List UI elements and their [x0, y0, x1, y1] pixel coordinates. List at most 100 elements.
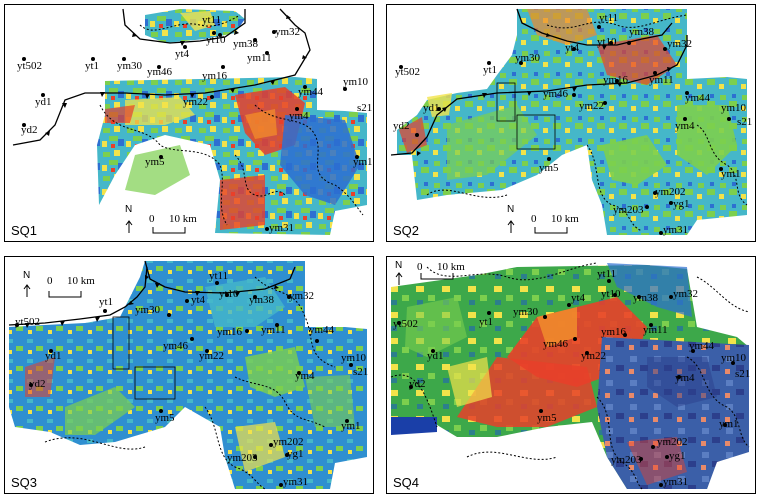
well-label-ym1: ym1	[721, 168, 741, 180]
well-label-ym44: ym44	[685, 92, 711, 104]
well-marker	[691, 349, 695, 353]
well-marker	[355, 155, 359, 159]
well-label-yt4: yt4	[571, 292, 586, 304]
well-label-yt10: yt10	[206, 34, 226, 46]
well-marker	[272, 30, 276, 34]
well-label-ym31: ym31	[283, 476, 309, 488]
well-label-yt10: yt10	[597, 36, 617, 48]
well-marker	[159, 409, 163, 413]
well-label-yt10: yt10	[601, 288, 621, 300]
well-marker	[431, 349, 435, 353]
well-marker	[653, 71, 657, 75]
well-label-ym38: ym38	[633, 292, 659, 304]
well-label-ym16: ym16	[603, 74, 629, 86]
well-marker	[623, 333, 627, 337]
well-marker	[275, 323, 279, 327]
well-marker	[547, 157, 551, 161]
well-marker	[245, 329, 249, 333]
well-marker	[103, 309, 107, 313]
well-label-yd2: yd2	[409, 378, 426, 390]
well-label-ym44: ym44	[298, 86, 324, 98]
well-marker	[539, 409, 543, 413]
well-label-yd2: yd2	[21, 124, 38, 136]
well-marker	[659, 483, 663, 487]
well-marker	[185, 299, 189, 303]
well-marker	[543, 315, 547, 319]
well-marker	[437, 107, 441, 111]
well-marker	[572, 47, 576, 51]
well-label-ym30: ym30	[513, 306, 539, 318]
well-label-ym4: ym4	[295, 370, 315, 382]
well-label-ym1: ym1	[341, 420, 361, 432]
well-label-ym203: ym203	[227, 452, 258, 464]
well-marker	[519, 61, 523, 65]
well-marker	[15, 323, 19, 327]
well-label-ym202: ym202	[655, 186, 686, 198]
well-marker	[297, 371, 301, 375]
well-marker	[659, 231, 663, 235]
well-label-yt11: yt11	[209, 270, 229, 282]
well-marker	[159, 155, 163, 159]
well-label-yg1: yg1	[287, 448, 304, 460]
well-marker	[190, 337, 194, 341]
well-marker	[639, 457, 643, 461]
well-marker	[253, 455, 257, 459]
panel-title: SQ1	[11, 223, 38, 238]
well-label-yd1: yd1	[423, 102, 440, 114]
well-label-ym5: ym5	[539, 162, 559, 174]
well-label-s21: s21	[737, 116, 753, 128]
well-label-ym46: ym46	[163, 340, 189, 352]
well-marker	[613, 293, 617, 297]
well-label-ym1: ym1	[353, 156, 373, 168]
well-marker	[397, 321, 401, 325]
well-marker	[567, 303, 571, 307]
well-label-yg1: yg1	[673, 198, 690, 210]
well-marker	[615, 79, 619, 83]
well-marker	[49, 349, 53, 353]
well-marker	[343, 87, 347, 91]
well-marker	[183, 45, 187, 49]
well-label-ym30: ym30	[135, 304, 161, 316]
well-marker	[585, 351, 589, 355]
well-marker	[677, 375, 681, 379]
scale-zero: 0	[149, 213, 155, 225]
well-label-ym11: ym11	[261, 324, 286, 336]
well-marker	[91, 57, 95, 61]
well-marker	[253, 38, 257, 42]
well-label-yt1: yt1	[99, 296, 114, 308]
well-label-ym11: ym11	[649, 74, 674, 86]
well-marker	[265, 51, 269, 55]
well-marker	[603, 101, 607, 105]
well-label-s21: s21	[735, 368, 751, 380]
well-label-ym22: ym22	[581, 350, 607, 362]
well-marker	[669, 201, 673, 205]
well-marker	[265, 227, 269, 231]
scale-length: 10 km	[169, 213, 197, 225]
well-label-ym22: ym22	[199, 350, 225, 362]
well-label-yt502: yt502	[395, 66, 421, 78]
well-marker	[573, 337, 577, 341]
well-label-ym10: ym10	[341, 352, 367, 364]
well-label-ym32: ym32	[289, 290, 315, 302]
scale-zero: 0	[417, 261, 423, 273]
well-label-yt11: yt11	[202, 14, 222, 26]
well-label-yt1: yt1	[85, 60, 100, 72]
scale-length: 10 km	[437, 261, 465, 273]
well-marker	[685, 91, 689, 95]
well-label-ym38: ym38	[233, 38, 259, 50]
well-marker	[637, 295, 641, 299]
well-marker	[731, 361, 735, 365]
well-marker	[215, 281, 219, 285]
well-label-yt10: yt10	[219, 288, 239, 300]
well-label-ym10: ym10	[343, 76, 369, 88]
well-marker	[218, 33, 222, 37]
well-label-yt11: yt11	[597, 268, 617, 280]
well-label-yt502: yt502	[393, 318, 419, 330]
scale-length: 10 km	[67, 275, 95, 287]
well-marker	[345, 419, 349, 423]
well-marker	[315, 339, 319, 343]
well-label-yt1: yt1	[479, 316, 494, 328]
well-marker	[409, 385, 413, 389]
panel-title: SQ2	[393, 223, 420, 238]
well-marker	[157, 65, 161, 69]
